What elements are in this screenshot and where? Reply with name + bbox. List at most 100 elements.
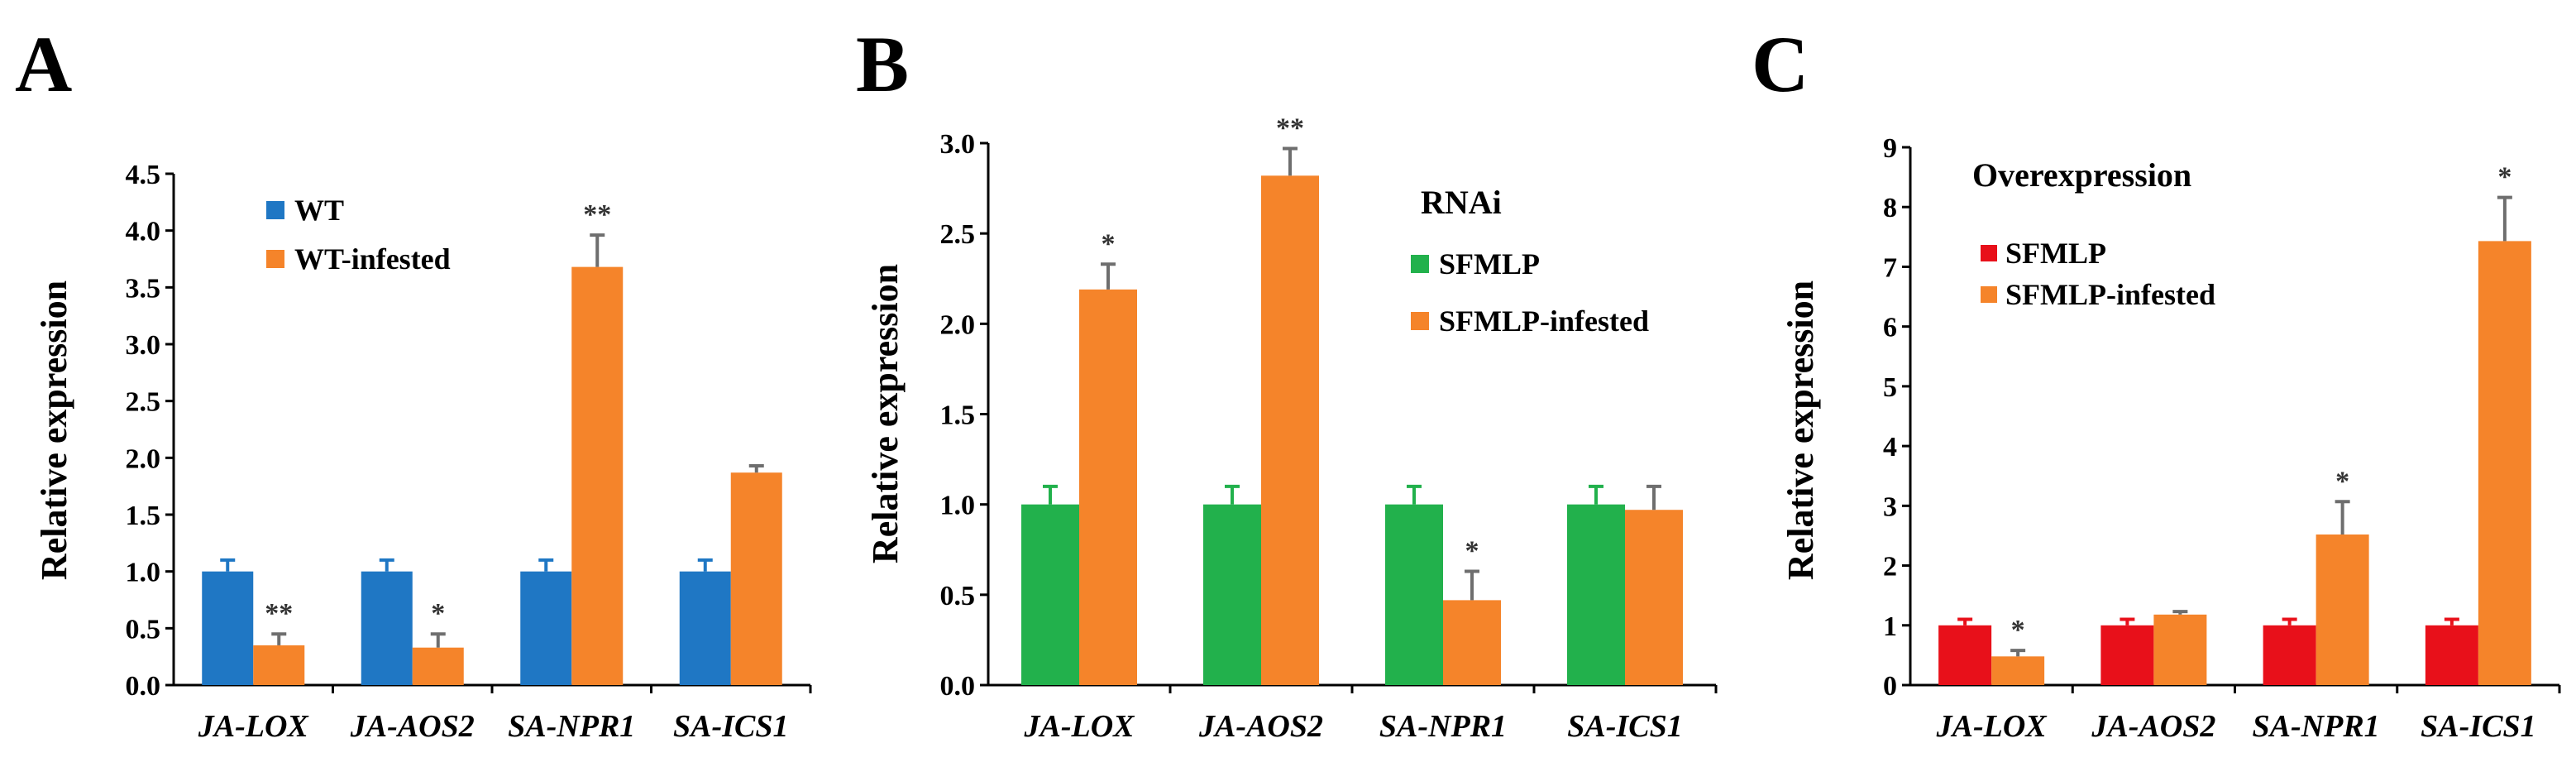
legend-swatch-sfmlp-b [1411,255,1429,273]
y-tick-label-b: 0.5 [940,581,976,611]
y-tick-label-a: 3.0 [126,330,161,361]
plot-area-a: 0.0 0.5 1.0 1.5 2.0 2.5 3.0 3.5 4.0 4.5 JA-LOX ** JA… [126,160,812,744]
panel-b: B Relative expression RNAi SFMLP SFMLP-i… [856,20,1718,744]
bar-b-sfmlp-ja-aos2 [1203,504,1261,685]
legend-swatch-wt [266,201,284,219]
y-tick-label-a: 2.0 [126,443,161,474]
y-tick-label-c: 5 [1883,372,1897,403]
bar-a-wt-infested-sa-ics1 [730,472,782,685]
legend-c: Overexpression SFMLP SFMLP-infested [1972,156,2215,311]
x-tick-label-c-ja-lox: JA-LOX [1936,709,2048,744]
x-tick-label-a-ja-lox: JA-LOX [198,709,310,744]
y-tick-label-a: 3.5 [126,273,161,304]
x-tick-label-a-sa-ics1: SA-ICS1 [673,709,788,744]
y-tick-label-c: 0 [1883,671,1897,702]
legend-label-sfmlp-infested-b: SFMLP-infested [1439,304,1649,338]
legend-label-wt: WT [294,194,344,227]
y-tick-label-a: 0.0 [126,671,161,702]
bar-a-wt-infested-ja-aos2 [412,647,464,685]
x-tick-label-b-sa-npr1: SA-NPR1 [1379,709,1507,744]
bar-a-wt-sa-npr1 [520,571,572,685]
y-tick-label-a: 1.5 [126,501,161,531]
plot-area-c: 0 1 2 3 4 5 6 7 8 9 JA-LOX * JA-AOS2 SA-NPR1 * SA-ICS1 * [1883,133,2561,744]
significance-c-ja-lox: * [2011,615,2025,645]
x-tick-label-b-ja-aos2: JA-AOS2 [1198,709,1323,744]
plot-area-b: 0.0 0.5 1.0 1.5 2.0 2.5 3.0 JA-LOX * JA-AOS2 ** SA-… [940,113,1718,744]
y-tick-label-c: 1 [1883,611,1897,642]
bar-b-sfmlp-ja-lox [1021,504,1079,685]
x-tick-label-b-ja-lox: JA-LOX [1024,709,1136,744]
y-tick-label-b: 2.0 [940,309,976,340]
y-tick-label-b: 3.0 [940,129,976,160]
bar-b-sfmlp-infested-ja-lox [1079,289,1137,685]
significance-c-sa-npr1: * [2335,466,2349,496]
y-tick-label-c: 8 [1883,193,1897,223]
bar-a-wt-ja-lox [202,571,254,685]
y-tick-label-b: 0.0 [940,671,976,702]
panel-a: A Relative expression WT WT-infested 0.0… [15,20,812,744]
x-tick-label-a-sa-npr1: SA-NPR1 [508,709,635,744]
x-tick-label-c-sa-npr1: SA-NPR1 [2253,709,2380,744]
y-tick-label-b: 2.5 [940,219,976,250]
bar-c-sfmlp-sa-npr1 [2263,625,2316,685]
legend-label-wt-infested: WT-infested [294,242,451,276]
significance-a-sa-npr1: ** [583,199,611,230]
y-axis-label-b: Relative expression [865,264,906,563]
bar-c-sfmlp-sa-ics1 [2425,625,2478,685]
y-tick-label-c: 6 [1883,313,1897,343]
y-axis-label-c: Relative expression [1780,280,1821,580]
bar-b-sfmlp-sa-npr1 [1385,504,1443,685]
y-tick-label-c: 9 [1883,133,1897,164]
legend-swatch-sfmlp-infested-b [1411,312,1429,330]
legend-title-b: RNAi [1421,184,1502,221]
y-tick-label-a: 2.5 [126,387,161,418]
bar-a-wt-infested-ja-lox [253,645,305,685]
x-tick-label-c-ja-aos2: JA-AOS2 [2091,709,2215,744]
bar-b-sfmlp-sa-ics1 [1567,504,1625,685]
legend-swatch-wt-infested [266,250,284,268]
panel-letter-a: A [15,20,72,108]
panel-letter-c: C [1752,20,1809,108]
panel-letter-b: B [856,20,909,108]
y-tick-label-c: 3 [1883,491,1897,522]
x-tick-label-b-sa-ics1: SA-ICS1 [1567,709,1682,744]
significance-b-ja-lox: * [1102,228,1116,259]
y-tick-label-a: 1.0 [126,558,161,588]
legend-label-sfmlp-b: SFMLP [1439,247,1540,280]
bar-c-sfmlp-infested-sa-npr1 [2316,535,2369,685]
y-tick-label-a: 4.5 [126,160,161,190]
significance-b-sa-npr1: * [1465,535,1479,566]
bar-b-sfmlp-infested-ja-aos2 [1261,175,1319,686]
y-tick-label-a: 0.5 [126,614,161,645]
bar-a-wt-sa-ics1 [679,571,731,685]
y-axis-label-a: Relative expression [34,280,74,580]
y-tick-label-c: 2 [1883,552,1897,582]
bar-b-sfmlp-infested-sa-ics1 [1625,510,1683,685]
significance-a-ja-lox: ** [265,598,293,629]
legend-label-sfmlp-infested-c: SFMLP-infested [2005,278,2215,311]
bar-c-sfmlp-ja-aos2 [2100,625,2154,685]
bar-c-sfmlp-infested-ja-aos2 [2153,614,2207,685]
y-tick-label-c: 4 [1883,432,1897,463]
legend-b: RNAi SFMLP SFMLP-infested [1411,184,1649,338]
legend-title-c: Overexpression [1972,156,2191,194]
y-tick-label-b: 1.0 [940,491,976,521]
bar-a-wt-ja-aos2 [361,571,413,685]
significance-c-sa-ics1: * [2497,162,2511,193]
y-tick-label-b: 1.5 [940,400,976,431]
x-tick-label-c-sa-ics1: SA-ICS1 [2421,709,2535,744]
y-tick-label-c: 7 [1883,252,1897,283]
legend-swatch-sfmlp-c [1981,245,1997,261]
legend-a: WT WT-infested [266,194,451,276]
bar-c-sfmlp-infested-ja-lox [1991,656,2045,685]
bar-c-sfmlp-ja-lox [1938,625,1992,685]
panel-c: C Relative expression Overexpression SFM… [1752,20,2561,744]
legend-label-sfmlp-c: SFMLP [2005,237,2106,270]
significance-b-ja-aos2: ** [1276,113,1304,144]
bar-b-sfmlp-infested-sa-npr1 [1443,600,1501,685]
x-tick-label-a-ja-aos2: JA-AOS2 [350,709,475,744]
legend-swatch-sfmlp-infested-c [1981,286,1997,303]
bar-a-wt-infested-sa-npr1 [571,266,624,685]
significance-a-ja-aos2: * [431,598,445,629]
